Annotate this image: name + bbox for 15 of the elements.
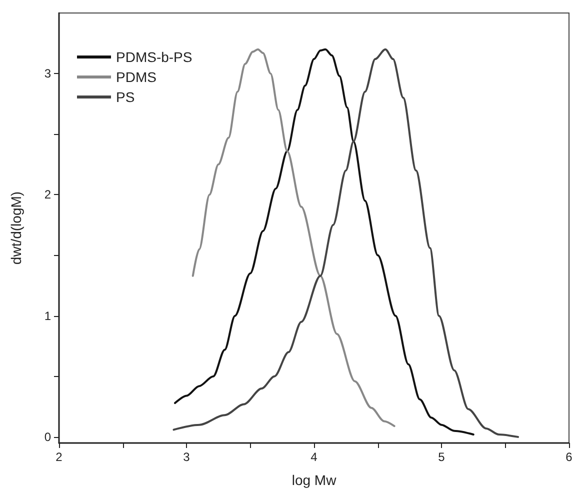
x-axis-title: log Mw xyxy=(292,472,338,488)
legend-label: PS xyxy=(116,89,135,105)
y-tick-label: 2 xyxy=(44,188,52,202)
x-tick-label: 2 xyxy=(56,450,63,464)
x-tick-label: 6 xyxy=(566,450,573,464)
y-tick-label: 1 xyxy=(44,308,52,323)
x-tick-label: 5 xyxy=(438,450,446,464)
x-tick-label: 3 xyxy=(183,450,190,464)
y-tick-label: 0 xyxy=(44,430,52,444)
legend-label: PDMS xyxy=(116,69,156,85)
line-series xyxy=(192,48,396,428)
y-axis-title: dwt/d(logM) xyxy=(8,191,24,265)
y-tick-label: 3 xyxy=(44,66,52,81)
x-tick-label: 4 xyxy=(310,450,318,464)
legend-label: PDMS-b-PS xyxy=(116,49,192,65)
